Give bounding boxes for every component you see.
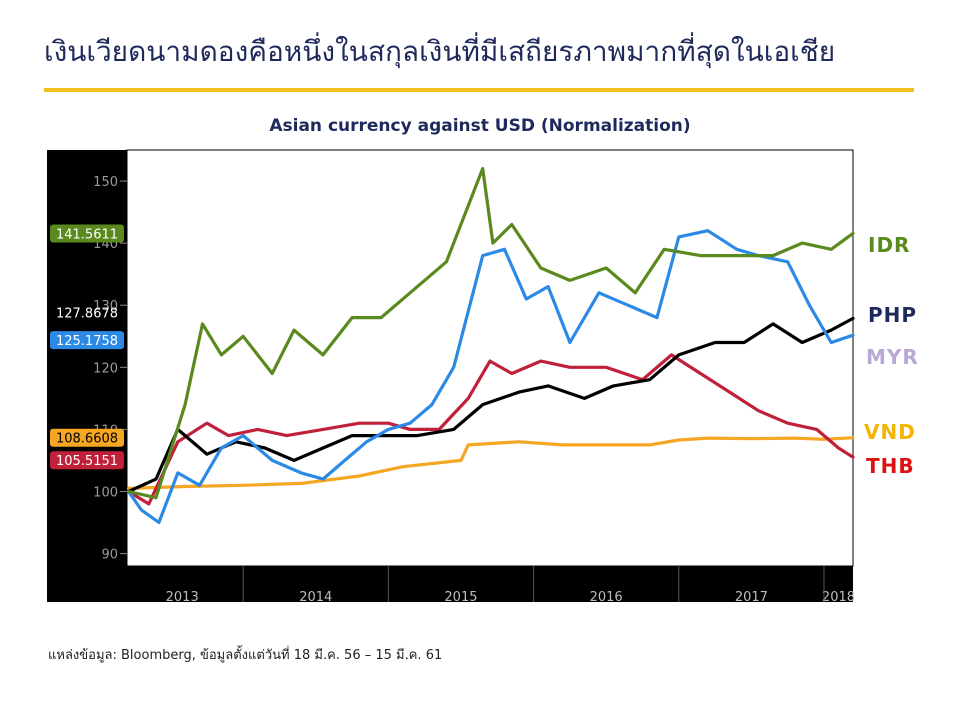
title-underline [44,88,914,92]
series-line-php [126,316,855,494]
series-line-idr [126,167,855,500]
x-tick-label: 2015 [444,590,477,605]
series-line-vnd [126,436,855,490]
legend-label-myr: MYR [866,345,919,369]
value-tag-vnd [50,428,124,447]
x-axis-panel [127,566,853,602]
chart-title: Asian currency against USD (Normalizatio… [269,116,691,136]
value-tag-text-idr: 141.5611 [56,227,118,242]
value-tag-text-myr: 125.1758 [56,334,118,349]
y-tick-label: 130 [93,299,118,314]
legend-label-php: PHP [868,303,918,327]
y-tick-label: 90 [101,548,118,563]
x-tick-label: 2014 [299,590,332,605]
value-tag-myr [50,331,124,350]
x-tick-label: 2013 [166,590,199,605]
value-tag-text-vnd: 108.6608 [56,432,118,447]
value-tag-idr [50,224,124,243]
value-tag-thb [50,451,124,470]
legend-label-thb: THB [866,454,915,478]
source-note: แหล่งข้อมูล: Bloomberg, ข้อมูลตั้งแต่วัน… [48,648,443,663]
x-tick-label: 2016 [590,590,623,605]
page-title: เงินเวียดนามดองคือหนึ่งในสกุลเงินที่มีเส… [44,35,836,68]
legend-label-idr: IDR [868,233,911,257]
series-line-myr [126,229,855,525]
x-tick-label: 2017 [735,590,768,605]
value-tag-text-thb: 105.5151 [56,454,118,469]
y-tick-label: 100 [93,485,118,500]
y-tick-label: 150 [93,175,118,190]
series-line-thb [126,353,855,506]
y-tick-label: 120 [93,361,118,376]
x-tick-label: 2018 [822,590,855,605]
value-tag-text-php: 127.8678 [56,306,118,321]
legend-label-vnd: VND [864,420,916,444]
